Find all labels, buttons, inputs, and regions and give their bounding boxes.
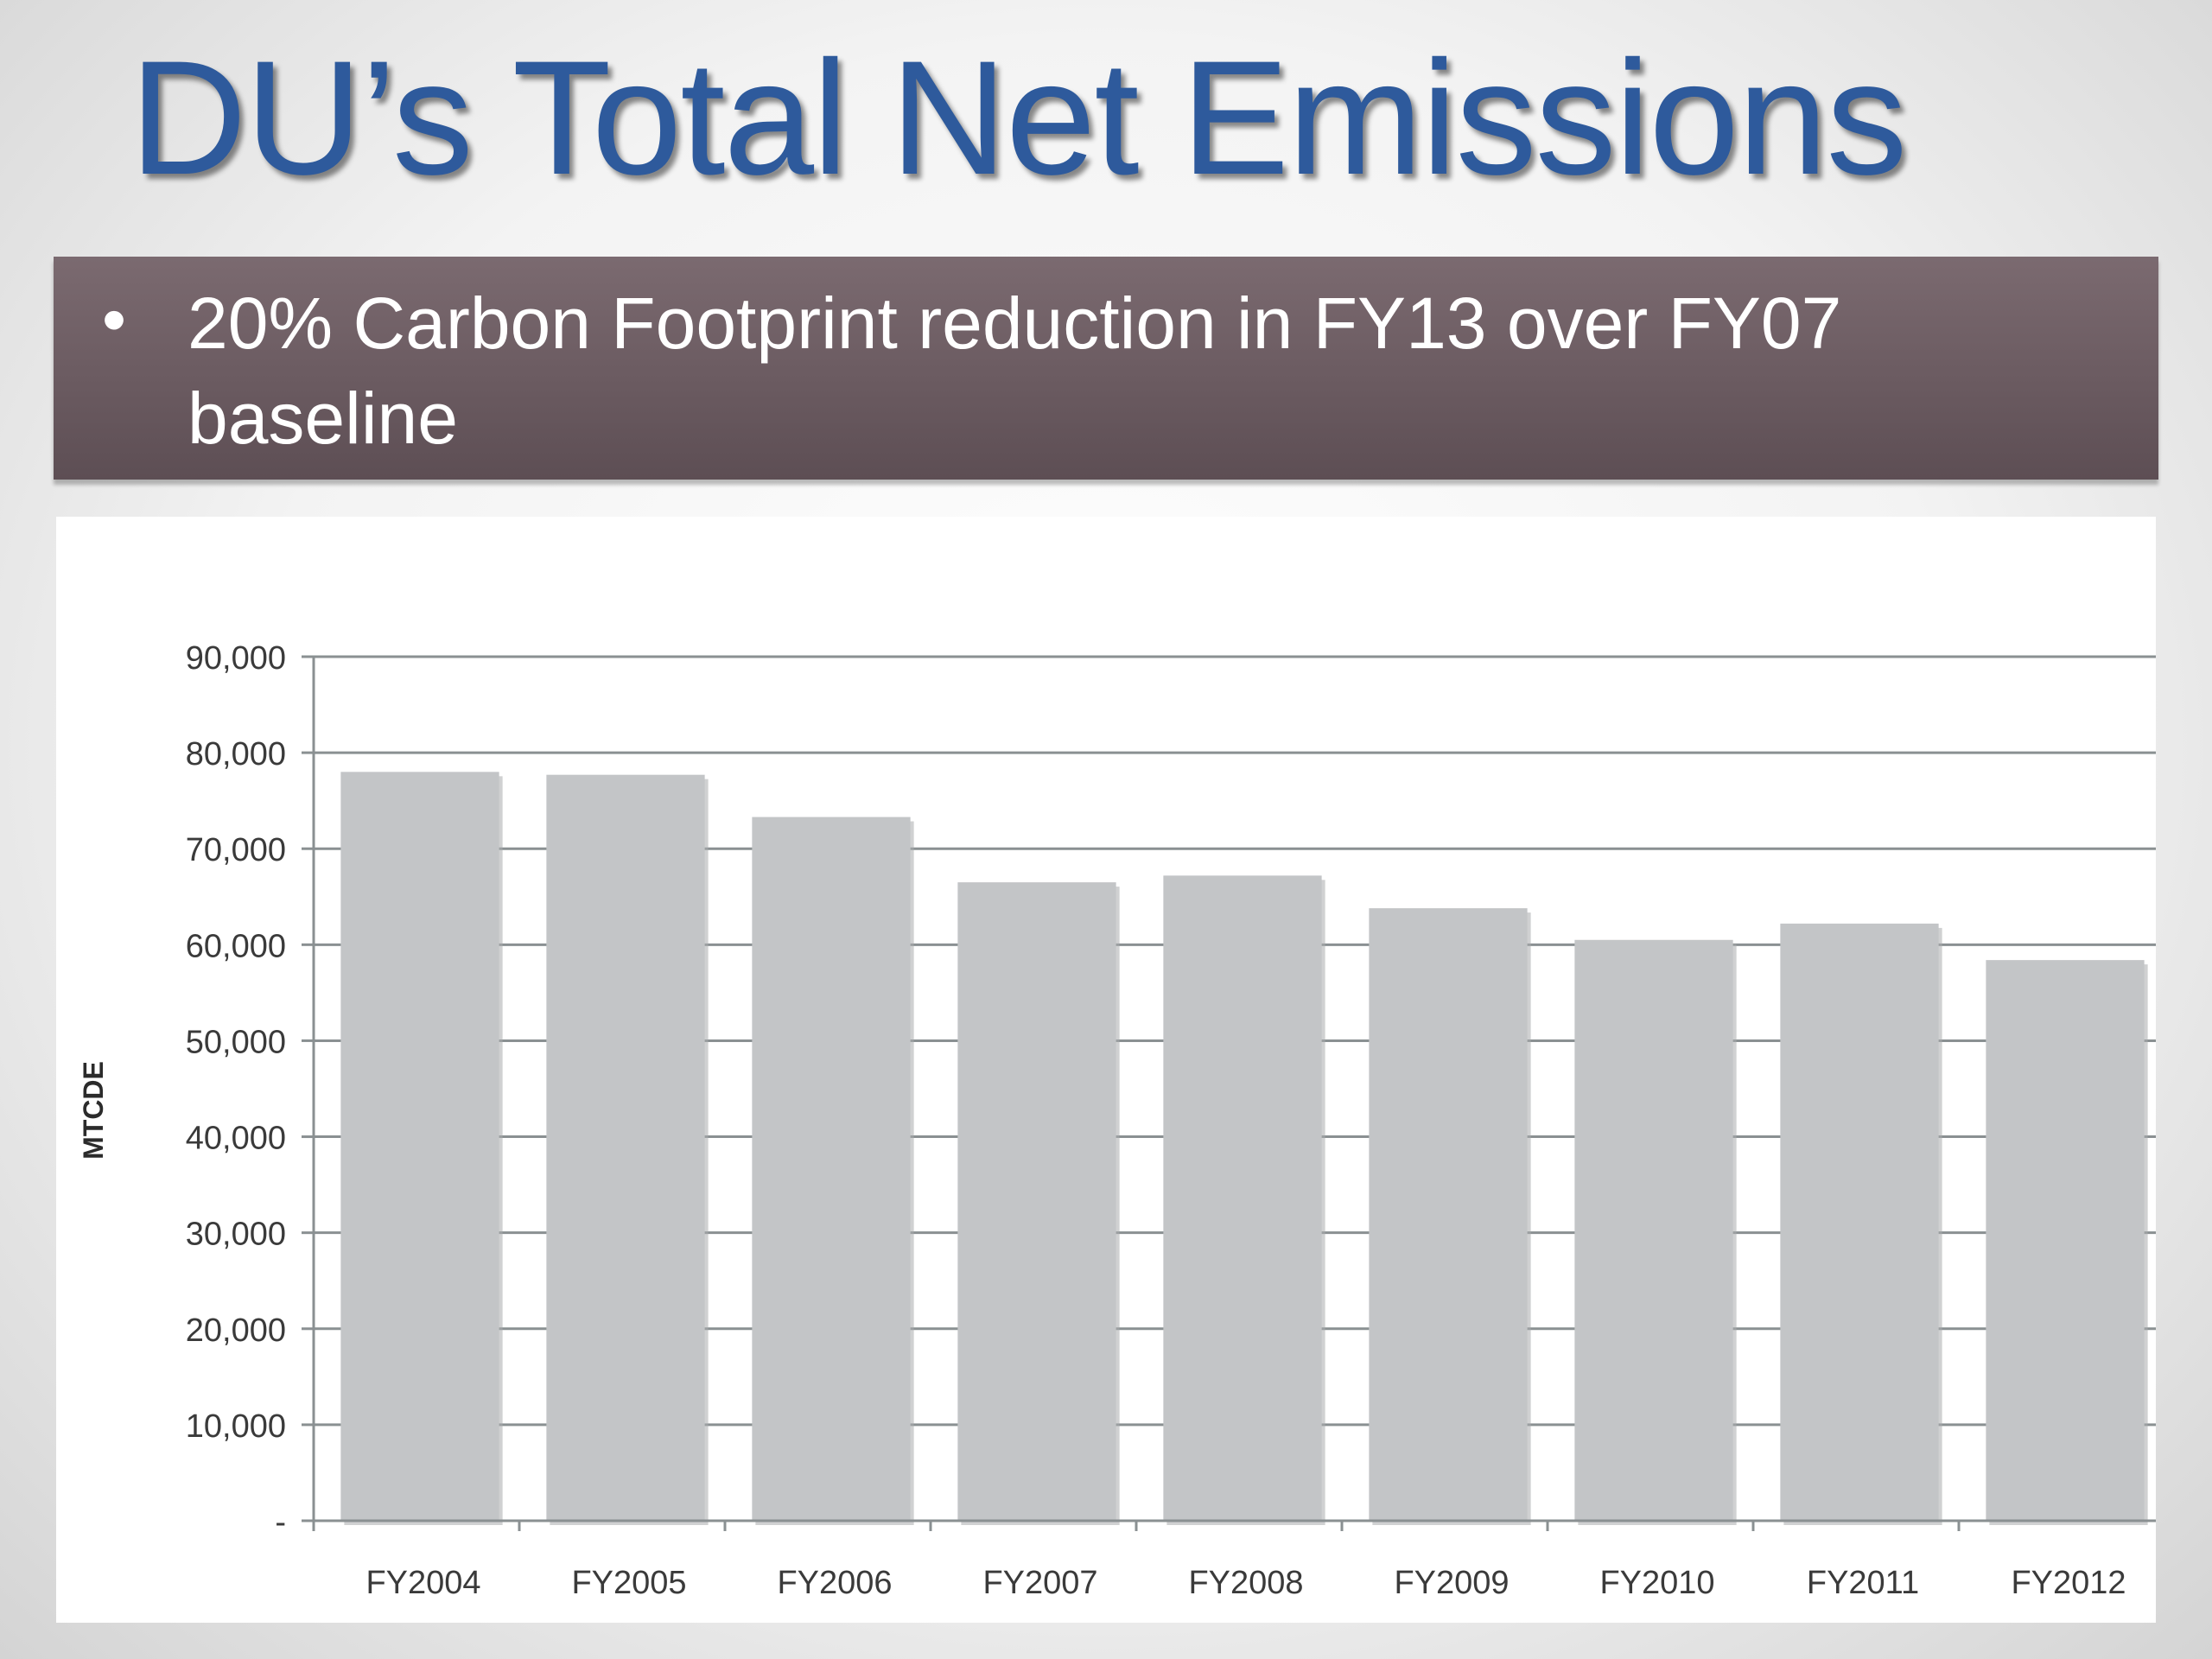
bullet-text: 20% Carbon Footprint reduction in FY13 o…: [188, 283, 1842, 459]
y-tick-label: 20,000: [186, 1313, 286, 1349]
x-tick-label: FY2012: [2011, 1565, 2126, 1601]
x-tick-label: FY2009: [1394, 1565, 1509, 1601]
y-tick-label: 30,000: [186, 1217, 286, 1253]
x-tick-label: FY2008: [1188, 1565, 1303, 1601]
y-tick-label: 60,000: [186, 928, 286, 964]
y-tick-label: 70,000: [186, 832, 286, 868]
y-tick-label: 50,000: [186, 1024, 286, 1060]
slide-title: DU’s Total Net Emissions: [130, 27, 1908, 208]
bar: [1369, 908, 1528, 1521]
bullet-band: • 20% Carbon Footprint reduction in FY13…: [54, 257, 2158, 480]
x-tick-label: FY2005: [571, 1565, 686, 1601]
x-tick-label: FY2004: [365, 1565, 480, 1601]
y-tick-label: 90,000: [186, 640, 286, 677]
emissions-bar-chart: - 10,000 20,000 30,000 40,000 50,000 60,000 70,…: [78, 640, 2156, 1601]
x-tick-label: FY2011: [1807, 1565, 1919, 1601]
bar: [752, 817, 911, 1521]
bar: [957, 882, 1116, 1521]
bar: [546, 774, 705, 1521]
y-axis-title: MTCDE: [78, 1061, 109, 1160]
x-tick-label: FY2006: [777, 1565, 892, 1601]
axes: [302, 655, 2156, 1531]
bars: [340, 772, 2148, 1525]
bar: [1574, 939, 1733, 1521]
y-tick-label: 10,000: [186, 1408, 286, 1445]
bar: [340, 772, 499, 1521]
y-tick-label: 80,000: [186, 736, 286, 772]
tick-labels: - 10,000 20,000 30,000 40,000 50,000 60,000 70,…: [78, 640, 2126, 1601]
bullet-dot-icon: •: [102, 281, 127, 358]
x-tick-label: FY2007: [982, 1565, 1097, 1601]
x-tick-label: FY2010: [1599, 1565, 1714, 1601]
chart-panel: - 10,000 20,000 30,000 40,000 50,000 60,000 70,…: [56, 517, 2156, 1623]
y-tick-label: -: [275, 1504, 286, 1541]
bar: [1986, 960, 2145, 1521]
y-tick-label: 40,000: [186, 1121, 286, 1157]
bar: [1780, 923, 1939, 1521]
bar: [1163, 875, 1322, 1521]
